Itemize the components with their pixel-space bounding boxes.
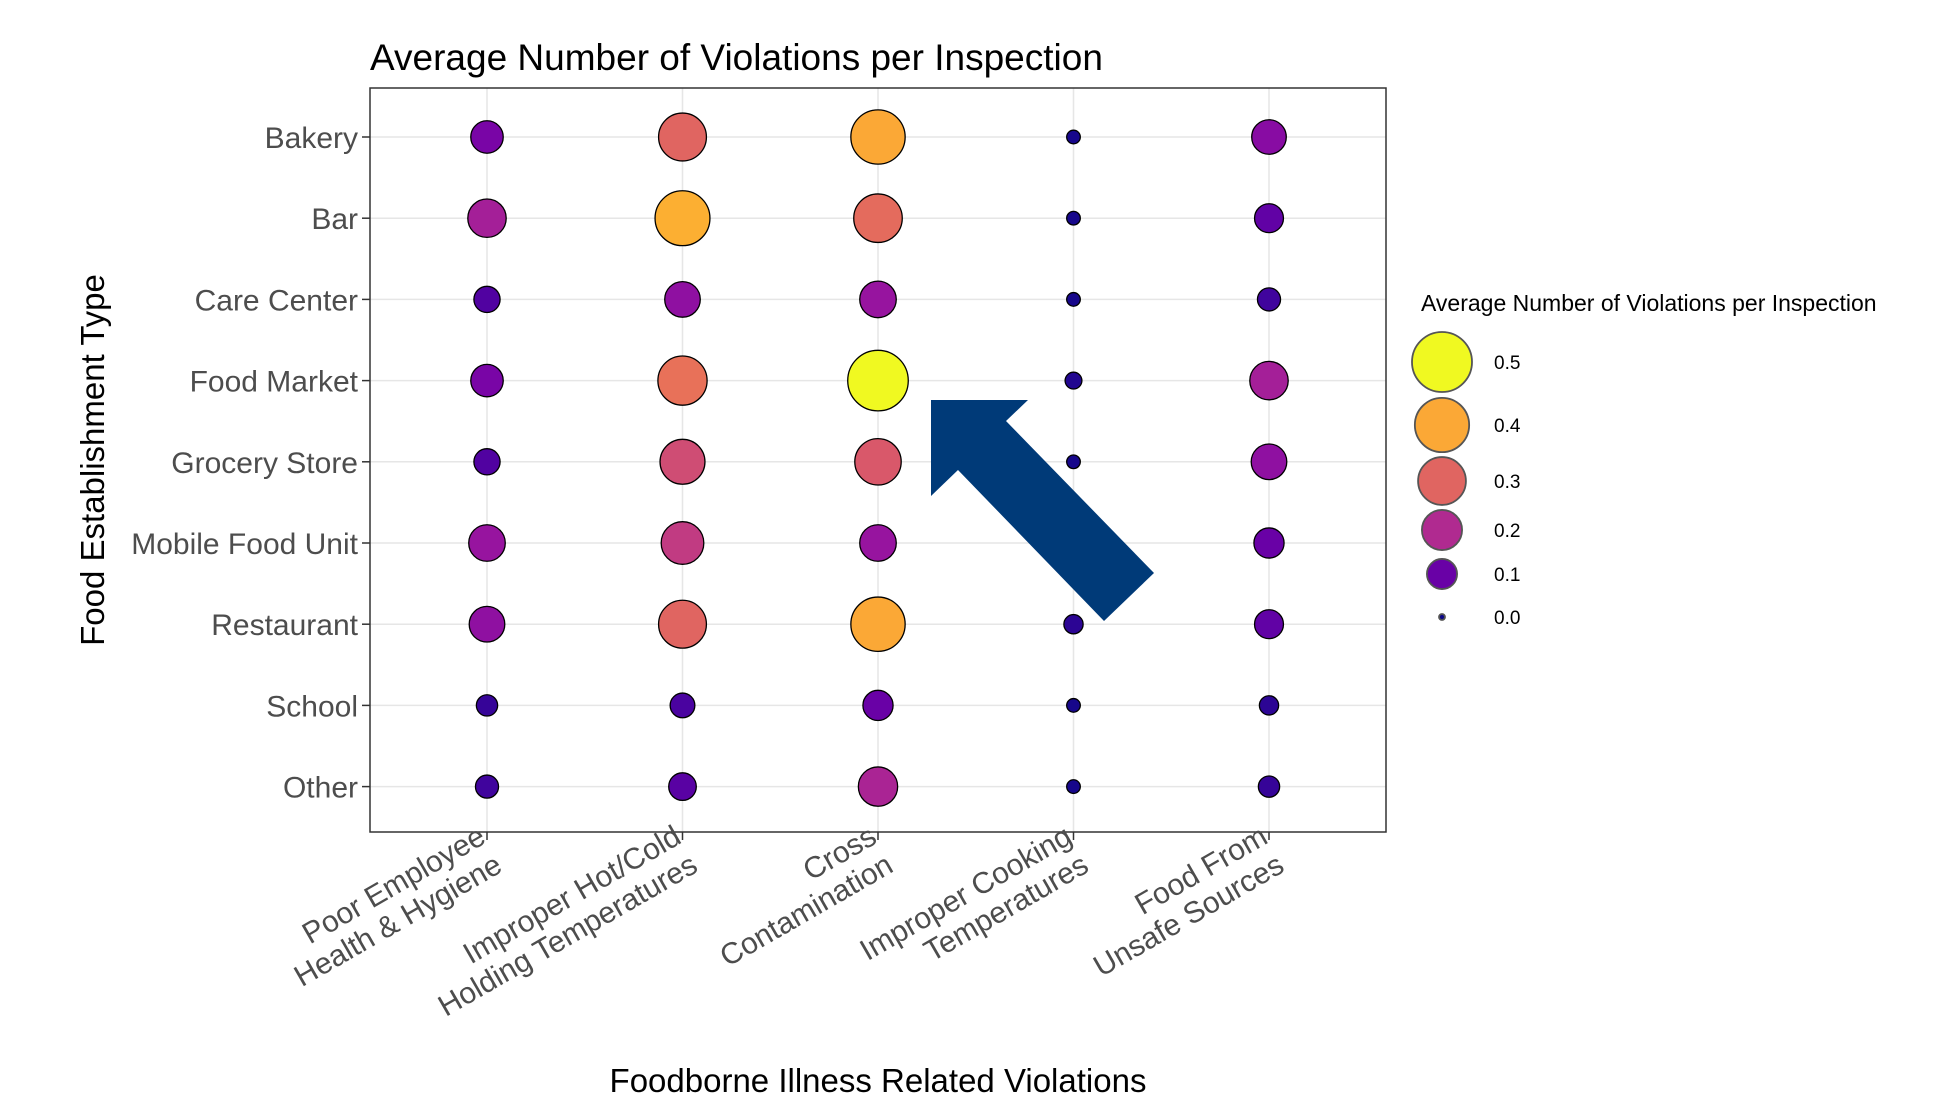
point-restaurant-cross-contamination (850, 596, 906, 652)
point-food-market-cross-contamination (847, 349, 909, 412)
point-restaurant-improper-hot-cold-holding-temperatures (657, 599, 708, 649)
point-other-poor-employee-health-hygiene (474, 774, 500, 799)
point-bakery-cross-contamination (850, 109, 906, 165)
point-grocery-store-improper-hot-cold-holding-temperatures (659, 438, 706, 485)
point-school-cross-contamination (862, 689, 894, 722)
point-bakery-poor-employee-health-hygiene (470, 120, 504, 154)
point-food-market-food-from-unsafe-sources (1249, 360, 1289, 401)
point-other-food-from-unsafe-sources (1257, 775, 1281, 798)
point-care-center-poor-employee-health-hygiene (473, 285, 501, 314)
point-care-center-food-from-unsafe-sources (1256, 287, 1282, 312)
y-tick-label-mobile-food-unit: Mobile Food Unit (131, 528, 358, 561)
point-care-center-improper-hot-cold-holding-temperatures (664, 280, 701, 318)
point-food-market-improper-cooking-temperatures (1064, 371, 1083, 390)
x-axis-title: Foodborne Illness Related Violations (610, 1062, 1147, 1099)
legend-key-0-0 (1438, 613, 1446, 621)
point-grocery-store-cross-contamination (854, 437, 902, 486)
y-axis-ticks: Bakery Bar Care Center Food Market Grocery S… (131, 122, 370, 805)
legend-key-0-2 (1421, 509, 1463, 551)
point-food-market-poor-employee-health-hygiene (470, 363, 504, 398)
y-tick-label-grocery-store: Grocery Store (171, 447, 358, 480)
legend-label: 0.1 (1494, 565, 1520, 586)
y-tick-label-restaurant: Restaurant (211, 609, 358, 642)
y-tick-label-bakery: Bakery (265, 122, 358, 155)
legend-label: 0.5 (1494, 353, 1520, 374)
y-axis-title: Food Establishment Type (74, 274, 111, 646)
y-tick-label-bar: Bar (311, 203, 358, 236)
point-mobile-food-unit-food-from-unsafe-sources (1253, 527, 1285, 559)
point-food-market-improper-hot-cold-holding-temperatures (657, 355, 708, 406)
point-school-improper-cooking-temperatures (1066, 697, 1081, 713)
point-bar-improper-cooking-temperatures (1066, 210, 1081, 226)
point-grocery-store-food-from-unsafe-sources (1250, 443, 1288, 481)
point-other-improper-hot-cold-holding-temperatures (668, 772, 697, 802)
point-care-center-cross-contamination (859, 280, 897, 319)
point-care-center-improper-cooking-temperatures (1066, 291, 1081, 307)
legend-label: 0.3 (1494, 472, 1520, 493)
chart-title: Average Number of Violations per Inspect… (370, 37, 1103, 78)
point-bar-improper-hot-cold-holding-temperatures (654, 190, 711, 247)
point-bar-food-from-unsafe-sources (1253, 203, 1285, 234)
legend-key-0-5 (1411, 331, 1473, 393)
point-other-cross-contamination (857, 766, 899, 807)
point-grocery-store-improper-cooking-temperatures (1066, 454, 1081, 470)
point-school-poor-employee-health-hygiene (475, 694, 499, 717)
legend-key-0-1 (1426, 558, 1458, 590)
legend-key-0-4 (1413, 396, 1471, 454)
point-school-food-from-unsafe-sources (1258, 695, 1280, 716)
point-restaurant-food-from-unsafe-sources (1253, 609, 1285, 640)
data-points (467, 109, 1289, 807)
point-bakery-food-from-unsafe-sources (1251, 119, 1287, 155)
point-bar-poor-employee-health-hygiene (467, 198, 507, 239)
arrow-shape (931, 400, 1154, 621)
legend-title: Average Number of Violations per Inspect… (1421, 290, 1877, 316)
point-restaurant-poor-employee-health-hygiene (468, 605, 506, 643)
point-school-improper-hot-cold-holding-temperatures (669, 692, 696, 719)
size-legend: Average Number of Violations per Inspect… (1411, 290, 1877, 629)
y-tick-label-school: School (266, 690, 358, 723)
annotation-arrow (931, 400, 1154, 621)
y-tick-label-care-center: Care Center (195, 284, 358, 317)
point-grocery-store-poor-employee-health-hygiene (473, 448, 501, 476)
legend-label: 0.2 (1494, 521, 1520, 542)
legend-label: 0.4 (1494, 416, 1521, 437)
point-bakery-improper-hot-cold-holding-temperatures (657, 112, 708, 162)
point-bar-cross-contamination (853, 193, 903, 244)
point-restaurant-improper-cooking-temperatures (1063, 613, 1084, 635)
point-mobile-food-unit-poor-employee-health-hygiene (468, 524, 506, 562)
point-mobile-food-unit-improper-hot-cold-holding-temperatures (660, 521, 705, 565)
point-mobile-food-unit-cross-contamination (859, 524, 897, 562)
y-tick-label-food-market: Food Market (190, 366, 359, 399)
y-tick-label-other: Other (283, 772, 358, 805)
point-other-improper-cooking-temperatures (1066, 779, 1081, 795)
legend-key-0-3 (1417, 456, 1467, 506)
legend-label: 0.0 (1494, 608, 1520, 629)
point-bakery-improper-cooking-temperatures (1066, 129, 1081, 145)
